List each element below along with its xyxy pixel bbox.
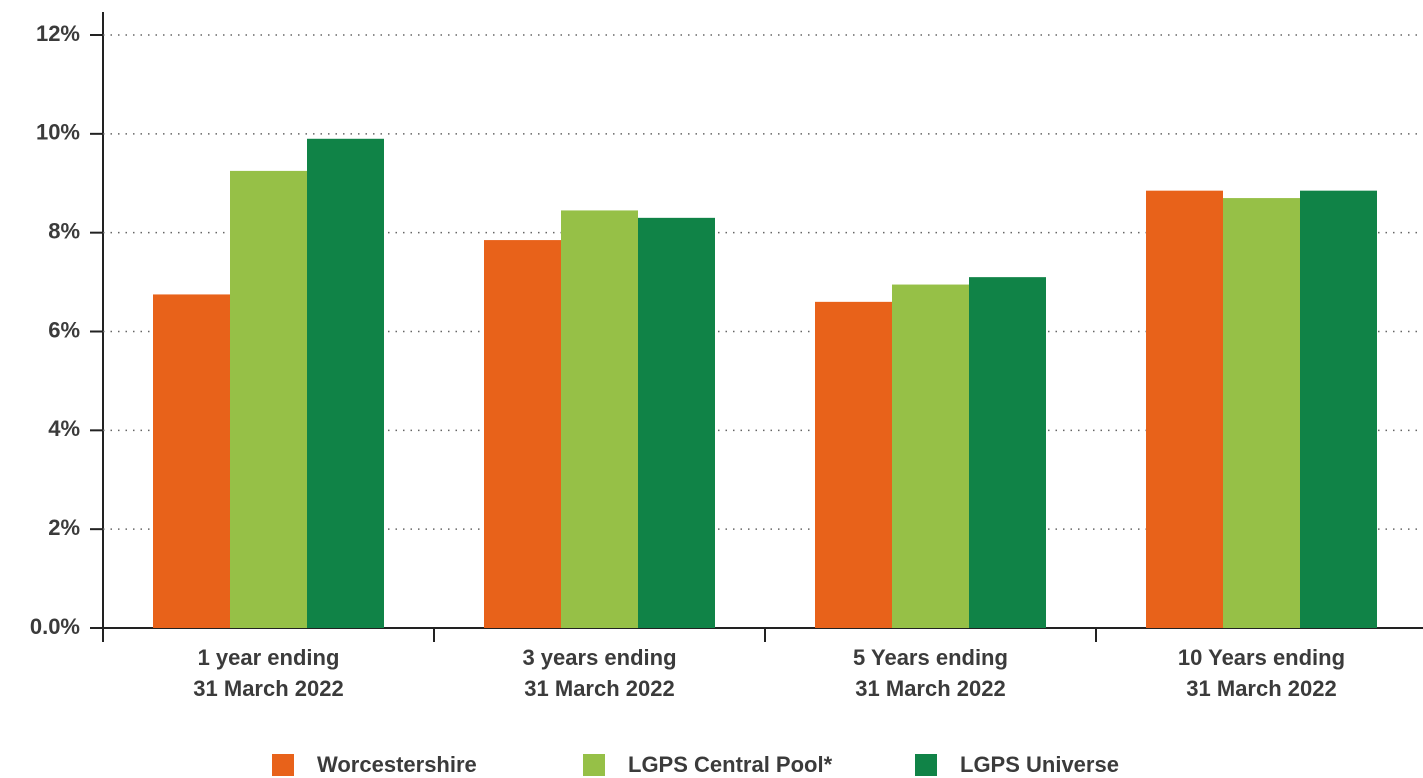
bar xyxy=(153,294,230,628)
bar xyxy=(561,210,638,628)
bar xyxy=(1300,190,1377,628)
y-tick-label: 0.0% xyxy=(30,614,80,639)
y-tick-label: 4% xyxy=(48,416,80,441)
y-tick-label: 8% xyxy=(48,218,80,243)
bar xyxy=(1223,198,1300,628)
x-tick-label: 10 Years ending 31 March 2022 xyxy=(1177,645,1346,701)
y-tick-label: 6% xyxy=(48,317,80,342)
bar xyxy=(484,240,561,628)
bar xyxy=(1146,190,1223,628)
bar xyxy=(230,170,307,629)
y-tick-label: 12% xyxy=(36,21,80,46)
legend-label: LGPS Universe xyxy=(960,752,1119,777)
legend-label: Worcestershire xyxy=(317,752,477,777)
x-tick-label: 1 year ending 31 March 2022 xyxy=(193,645,344,701)
bar xyxy=(815,301,892,628)
legend-swatch xyxy=(272,754,294,776)
x-tick-label: 3 years ending 31 March 2022 xyxy=(522,645,677,701)
bar xyxy=(307,138,384,628)
y-tick-label: 2% xyxy=(48,515,80,540)
bar xyxy=(969,277,1046,628)
legend-swatch xyxy=(583,754,605,776)
legend-swatch xyxy=(915,754,937,776)
x-tick-label: 5 Years ending 31 March 2022 xyxy=(853,645,1008,701)
legend-label: LGPS Central Pool* xyxy=(628,752,833,777)
bar xyxy=(638,217,715,628)
bar xyxy=(892,284,969,628)
y-tick-label: 10% xyxy=(36,120,80,145)
